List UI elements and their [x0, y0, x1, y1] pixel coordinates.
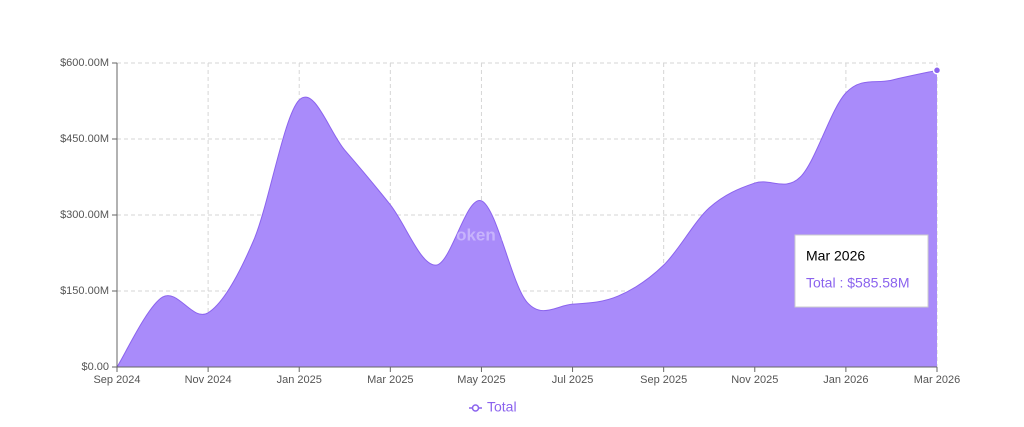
x-tick-label: Jan 2026 [823, 374, 868, 386]
x-tick-label: Mar 2025 [367, 374, 413, 386]
area [117, 70, 937, 367]
y-tick-label: $450.00M [60, 133, 109, 145]
x-tick-label: Jul 2025 [552, 374, 594, 386]
x-tick-label: Sep 2025 [640, 374, 687, 386]
x-tick-label: Jan 2025 [277, 374, 322, 386]
x-tick-label: May 2025 [457, 374, 505, 386]
legend-icon [471, 404, 480, 412]
watermark: Token Relations [447, 225, 577, 244]
tooltip-box [794, 234, 929, 308]
active-dot [932, 66, 942, 75]
x-tick-label: Nov 2025 [731, 374, 778, 386]
tooltip-value: Total : $585.58M [806, 275, 910, 291]
y-tick-label: $0.00 [81, 361, 109, 373]
x-tick-label: Sep 2024 [93, 374, 140, 386]
y-tick-label: $300.00M [60, 209, 109, 221]
area-line [116, 69, 938, 368]
y-tick-label: $600.00M [60, 57, 109, 69]
tooltip-title: Mar 2026 [806, 248, 865, 264]
x-tick-label: Nov 2024 [185, 374, 232, 386]
x-tick-label: Mar 2026 [914, 374, 960, 386]
y-tick-label: $150.00M [60, 285, 109, 297]
legend-label: Total [487, 399, 517, 415]
